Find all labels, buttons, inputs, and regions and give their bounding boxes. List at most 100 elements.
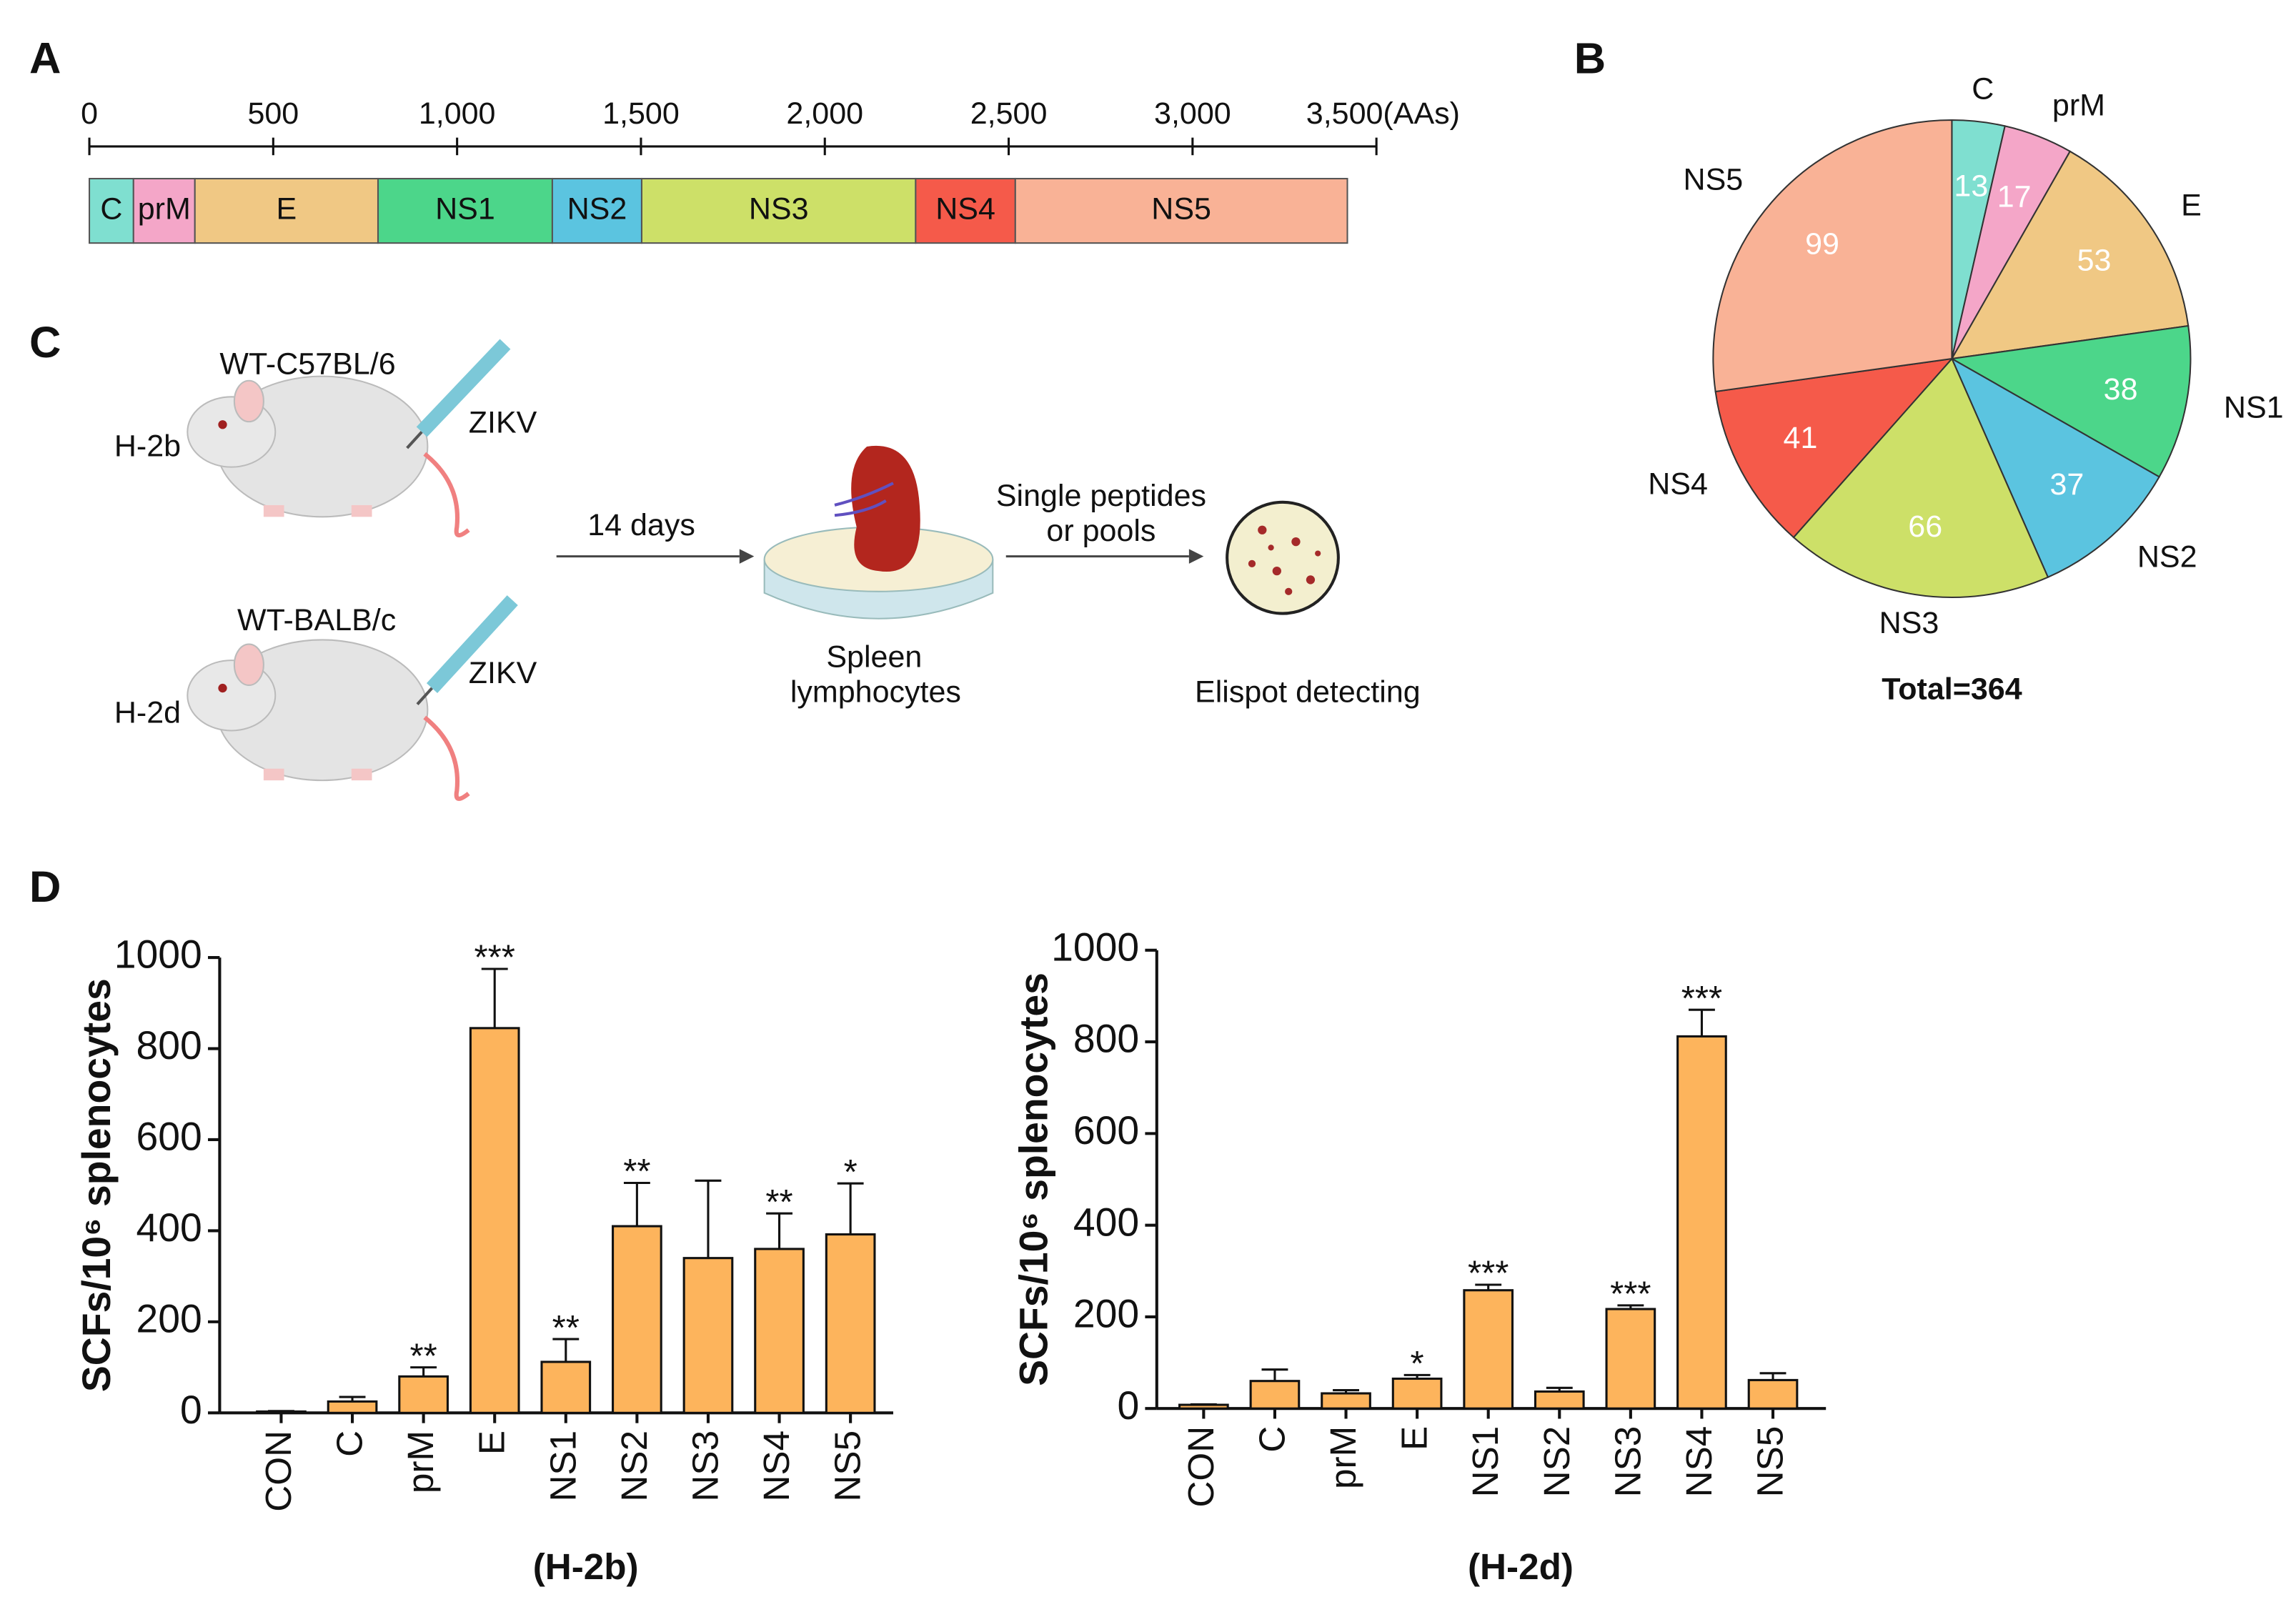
significance: ** [552,1308,580,1348]
y-tick-label: 800 [136,1023,202,1068]
bar [1676,1035,1727,1410]
x-tick-label: NS1 [542,1431,583,1502]
segment-label: NS1 [435,191,495,226]
panel-label: C [29,318,61,367]
haplotype: H-2b [114,429,181,463]
slice-name: NS4 [1648,467,1708,502]
y-tick-label: 1000 [1051,925,1139,969]
y-tick-label: 200 [136,1296,202,1340]
dish-label: lymphocytes [790,675,961,710]
tick-label: 500 [247,96,299,131]
tick-label: 1,000 [419,96,496,131]
segment-label: NS2 [567,191,627,226]
bar [682,1257,734,1414]
dish-label: Spleen [826,640,922,674]
x-tick-label: NS3 [685,1431,725,1502]
pie-slice [1712,119,1953,393]
x-tick-label: CON [1181,1426,1221,1508]
pie-slice [1950,150,2190,360]
x-tick-label: E [1394,1426,1435,1451]
panel-label: D [29,862,61,912]
bar [256,1410,307,1414]
tick-label: 3,500(AAs) [1306,96,1460,131]
x-tick-label: C [329,1431,370,1457]
bar [1249,1380,1301,1410]
segment [915,177,1016,244]
segment [194,177,379,244]
significance: *** [1468,1254,1509,1293]
y-axis-label: SCFs/10⁶ splenocytes [1011,972,1055,1386]
dish [763,445,994,620]
pie-slice [1792,357,2049,599]
segment-label: NS4 [935,191,995,226]
bar [327,1400,378,1414]
slice-name: prM [2052,89,2105,123]
virus: ZIKV [469,406,537,440]
segment-label: prM [138,191,191,226]
segment [1014,177,1348,244]
readout-label: Elispot detecting [1195,675,1421,710]
pie-slice [1950,357,2161,579]
segment-label: NS5 [1151,191,1211,226]
bar [1321,1392,1371,1410]
significance: *** [1610,1275,1651,1314]
segment [551,177,642,244]
slice-name: NS3 [1879,606,1939,640]
slice-value: 13 [1954,169,1988,203]
segment [377,177,553,244]
bar [1463,1289,1514,1410]
x-tick-label: prM [400,1431,441,1493]
x-tick-label: NS2 [1536,1426,1577,1498]
slice-value: 38 [2104,372,2138,407]
elispot-well [1226,500,1340,615]
x-tick-label: NS4 [1679,1426,1719,1498]
tick-label: 3,000 [1154,96,1231,131]
slice-value: 37 [2050,467,2084,502]
y-tick-label: 0 [1117,1383,1139,1428]
significance: ** [409,1336,437,1375]
haplotype: H-2d [114,695,181,730]
bar [1178,1403,1229,1410]
bar [398,1375,449,1414]
pie-slice [1949,324,2192,478]
bar [1747,1378,1799,1410]
slice-name: NS1 [2224,391,2284,425]
x-tick-label: NS2 [614,1431,655,1502]
significance: *** [1681,979,1722,1018]
x-tick-label: NS5 [828,1431,868,1502]
y-axis-label: SCFs/10⁶ splenocytes [74,978,119,1392]
tick-label: 1,500 [602,96,680,131]
segment-label: NS3 [749,191,809,226]
x-tick-label: NS5 [1750,1426,1791,1498]
y-tick-label: 400 [1073,1200,1139,1244]
x-tick-label: NS3 [1607,1426,1648,1498]
tick-label: 2,000 [786,96,863,131]
bar [540,1360,592,1414]
segment-label: C [100,191,122,226]
step-label: Single peptides [996,479,1206,513]
y-tick-label: 1000 [114,932,202,977]
significance: *** [474,938,515,977]
y-tick-label: 200 [1073,1292,1139,1336]
panel-label: B [1574,34,1606,83]
mouse [187,375,470,537]
x-axis-label: (H-2d) [1468,1546,1574,1587]
slice-value: 66 [1908,509,1942,544]
slice-name: NS5 [1684,163,1744,197]
mouse [187,639,470,801]
x-tick-label: NS4 [756,1431,797,1502]
syringe [416,595,518,705]
syringe [406,339,511,449]
slice-name: NS2 [2137,540,2197,574]
y-tick-label: 600 [1073,1108,1139,1153]
workflow: WT-C57BL/6 H-2b ZIKV WT-BALB/c H-2d ZIKV… [114,339,1421,801]
step-label: or pools [1046,514,1156,548]
x-tick-label: prM [1323,1426,1363,1489]
slice-name: E [2181,189,2202,223]
tick-label: 2,500 [970,96,1048,131]
segment [640,177,917,244]
slice-value: 53 [2077,243,2112,277]
panel-label: A [29,34,61,83]
arrow-head [739,549,755,564]
